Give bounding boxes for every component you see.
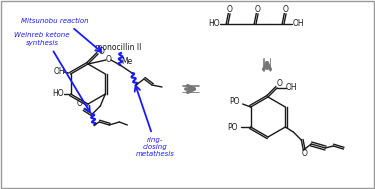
Text: O: O	[76, 99, 82, 108]
Text: O: O	[99, 47, 105, 57]
Text: HO: HO	[52, 90, 63, 98]
Text: Weinreb ketone
synthesis: Weinreb ketone synthesis	[14, 33, 70, 46]
Text: OH: OH	[54, 67, 66, 75]
Text: O: O	[283, 5, 289, 15]
Text: PO: PO	[230, 98, 240, 106]
Text: O: O	[302, 149, 307, 159]
Text: monocillin II: monocillin II	[95, 43, 141, 51]
Text: HO: HO	[208, 19, 220, 29]
Text: O: O	[227, 5, 233, 15]
Text: O: O	[106, 56, 112, 64]
Text: O: O	[255, 5, 261, 15]
Text: ring-
closing
metathesis: ring- closing metathesis	[136, 137, 174, 157]
Text: OH: OH	[292, 19, 304, 29]
Text: O: O	[277, 80, 283, 88]
Text: OH: OH	[285, 84, 297, 92]
Text: Me: Me	[122, 57, 133, 66]
Text: Mitsunobu reaction: Mitsunobu reaction	[21, 18, 89, 24]
Text: PO: PO	[227, 122, 238, 132]
